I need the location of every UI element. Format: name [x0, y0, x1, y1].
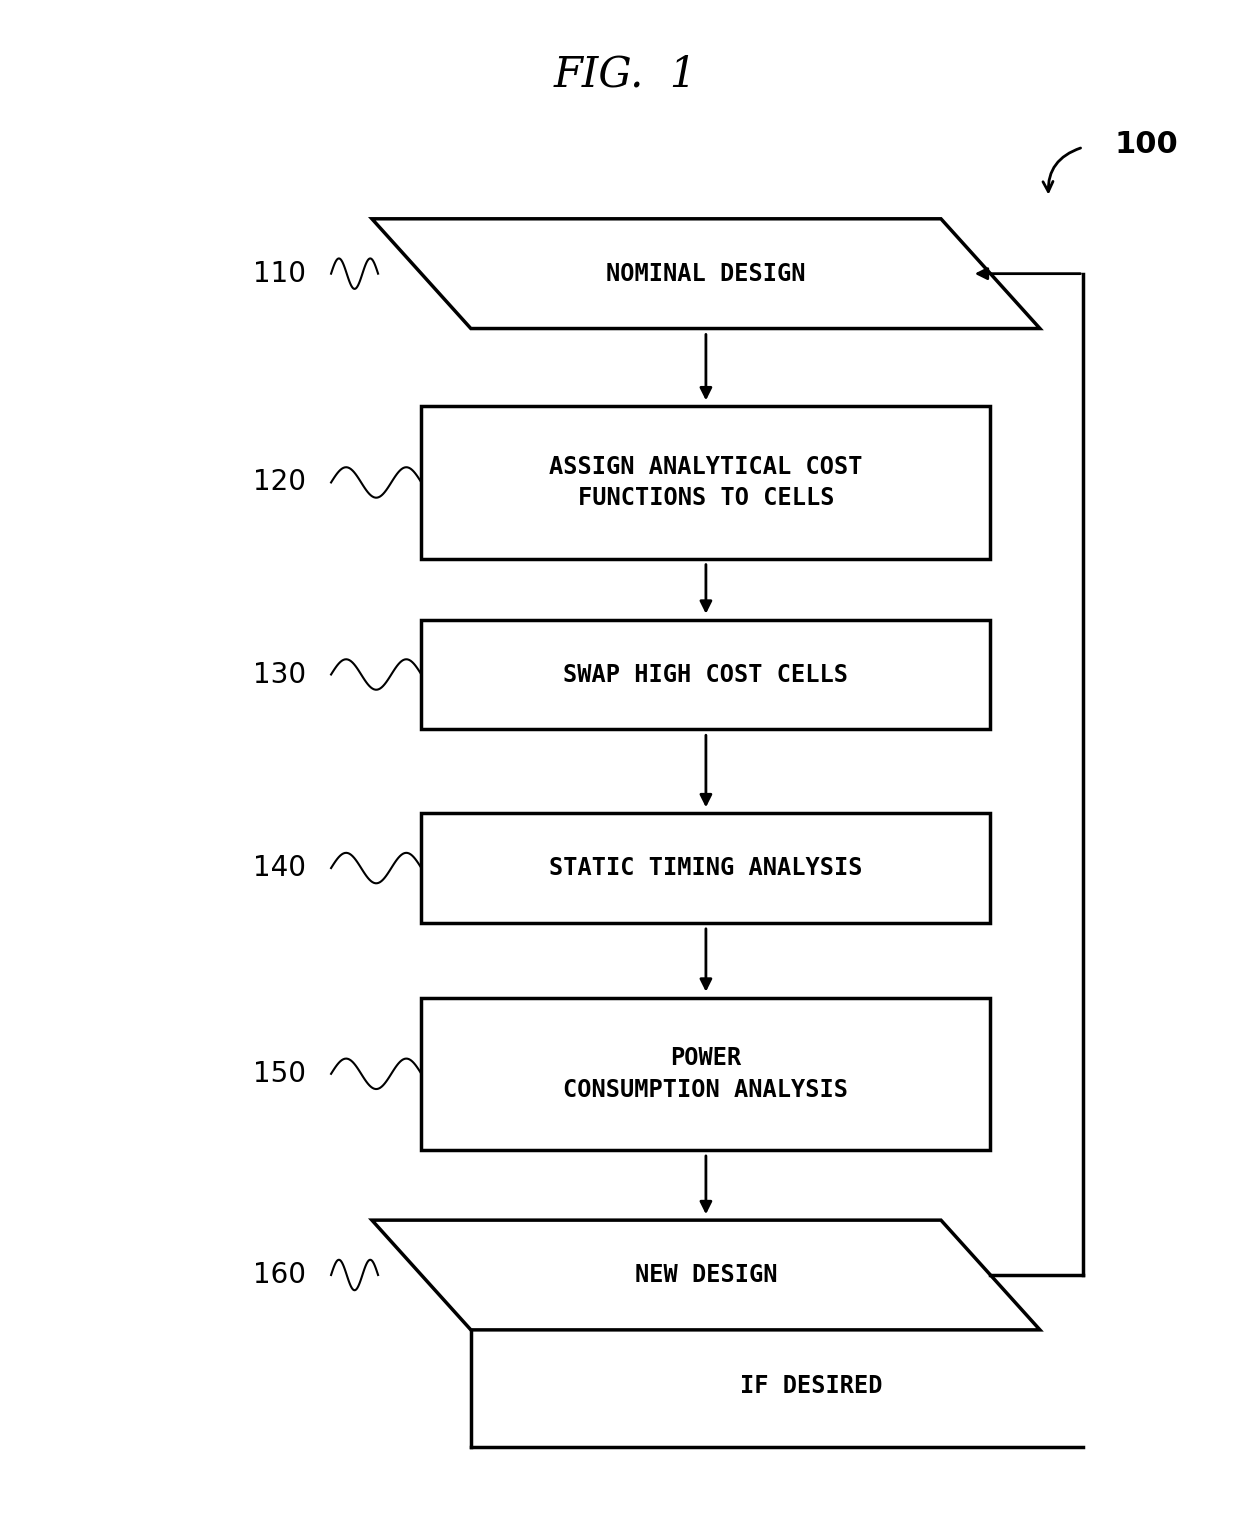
Text: 120: 120	[253, 469, 305, 497]
Text: ASSIGN ANALYTICAL COST
FUNCTIONS TO CELLS: ASSIGN ANALYTICAL COST FUNCTIONS TO CELL…	[549, 455, 863, 511]
FancyBboxPatch shape	[422, 406, 991, 558]
Text: 130: 130	[253, 660, 305, 689]
Polygon shape	[372, 1220, 1040, 1330]
Text: SWAP HIGH COST CELLS: SWAP HIGH COST CELLS	[563, 663, 848, 686]
Text: NEW DESIGN: NEW DESIGN	[634, 1263, 777, 1287]
Text: 150: 150	[253, 1060, 305, 1087]
FancyBboxPatch shape	[422, 998, 991, 1150]
Text: 110: 110	[253, 260, 305, 288]
Text: IF DESIRED: IF DESIRED	[739, 1375, 882, 1398]
Text: NOMINAL DESIGN: NOMINAL DESIGN	[607, 261, 806, 286]
Text: FIG.  1: FIG. 1	[554, 52, 697, 95]
Text: 100: 100	[1115, 129, 1178, 158]
FancyBboxPatch shape	[422, 620, 991, 729]
FancyBboxPatch shape	[422, 814, 991, 923]
Text: STATIC TIMING ANALYSIS: STATIC TIMING ANALYSIS	[549, 857, 863, 880]
Text: 160: 160	[253, 1261, 305, 1289]
Text: POWER
CONSUMPTION ANALYSIS: POWER CONSUMPTION ANALYSIS	[563, 1046, 848, 1101]
Polygon shape	[372, 218, 1040, 329]
Text: 140: 140	[253, 854, 305, 883]
